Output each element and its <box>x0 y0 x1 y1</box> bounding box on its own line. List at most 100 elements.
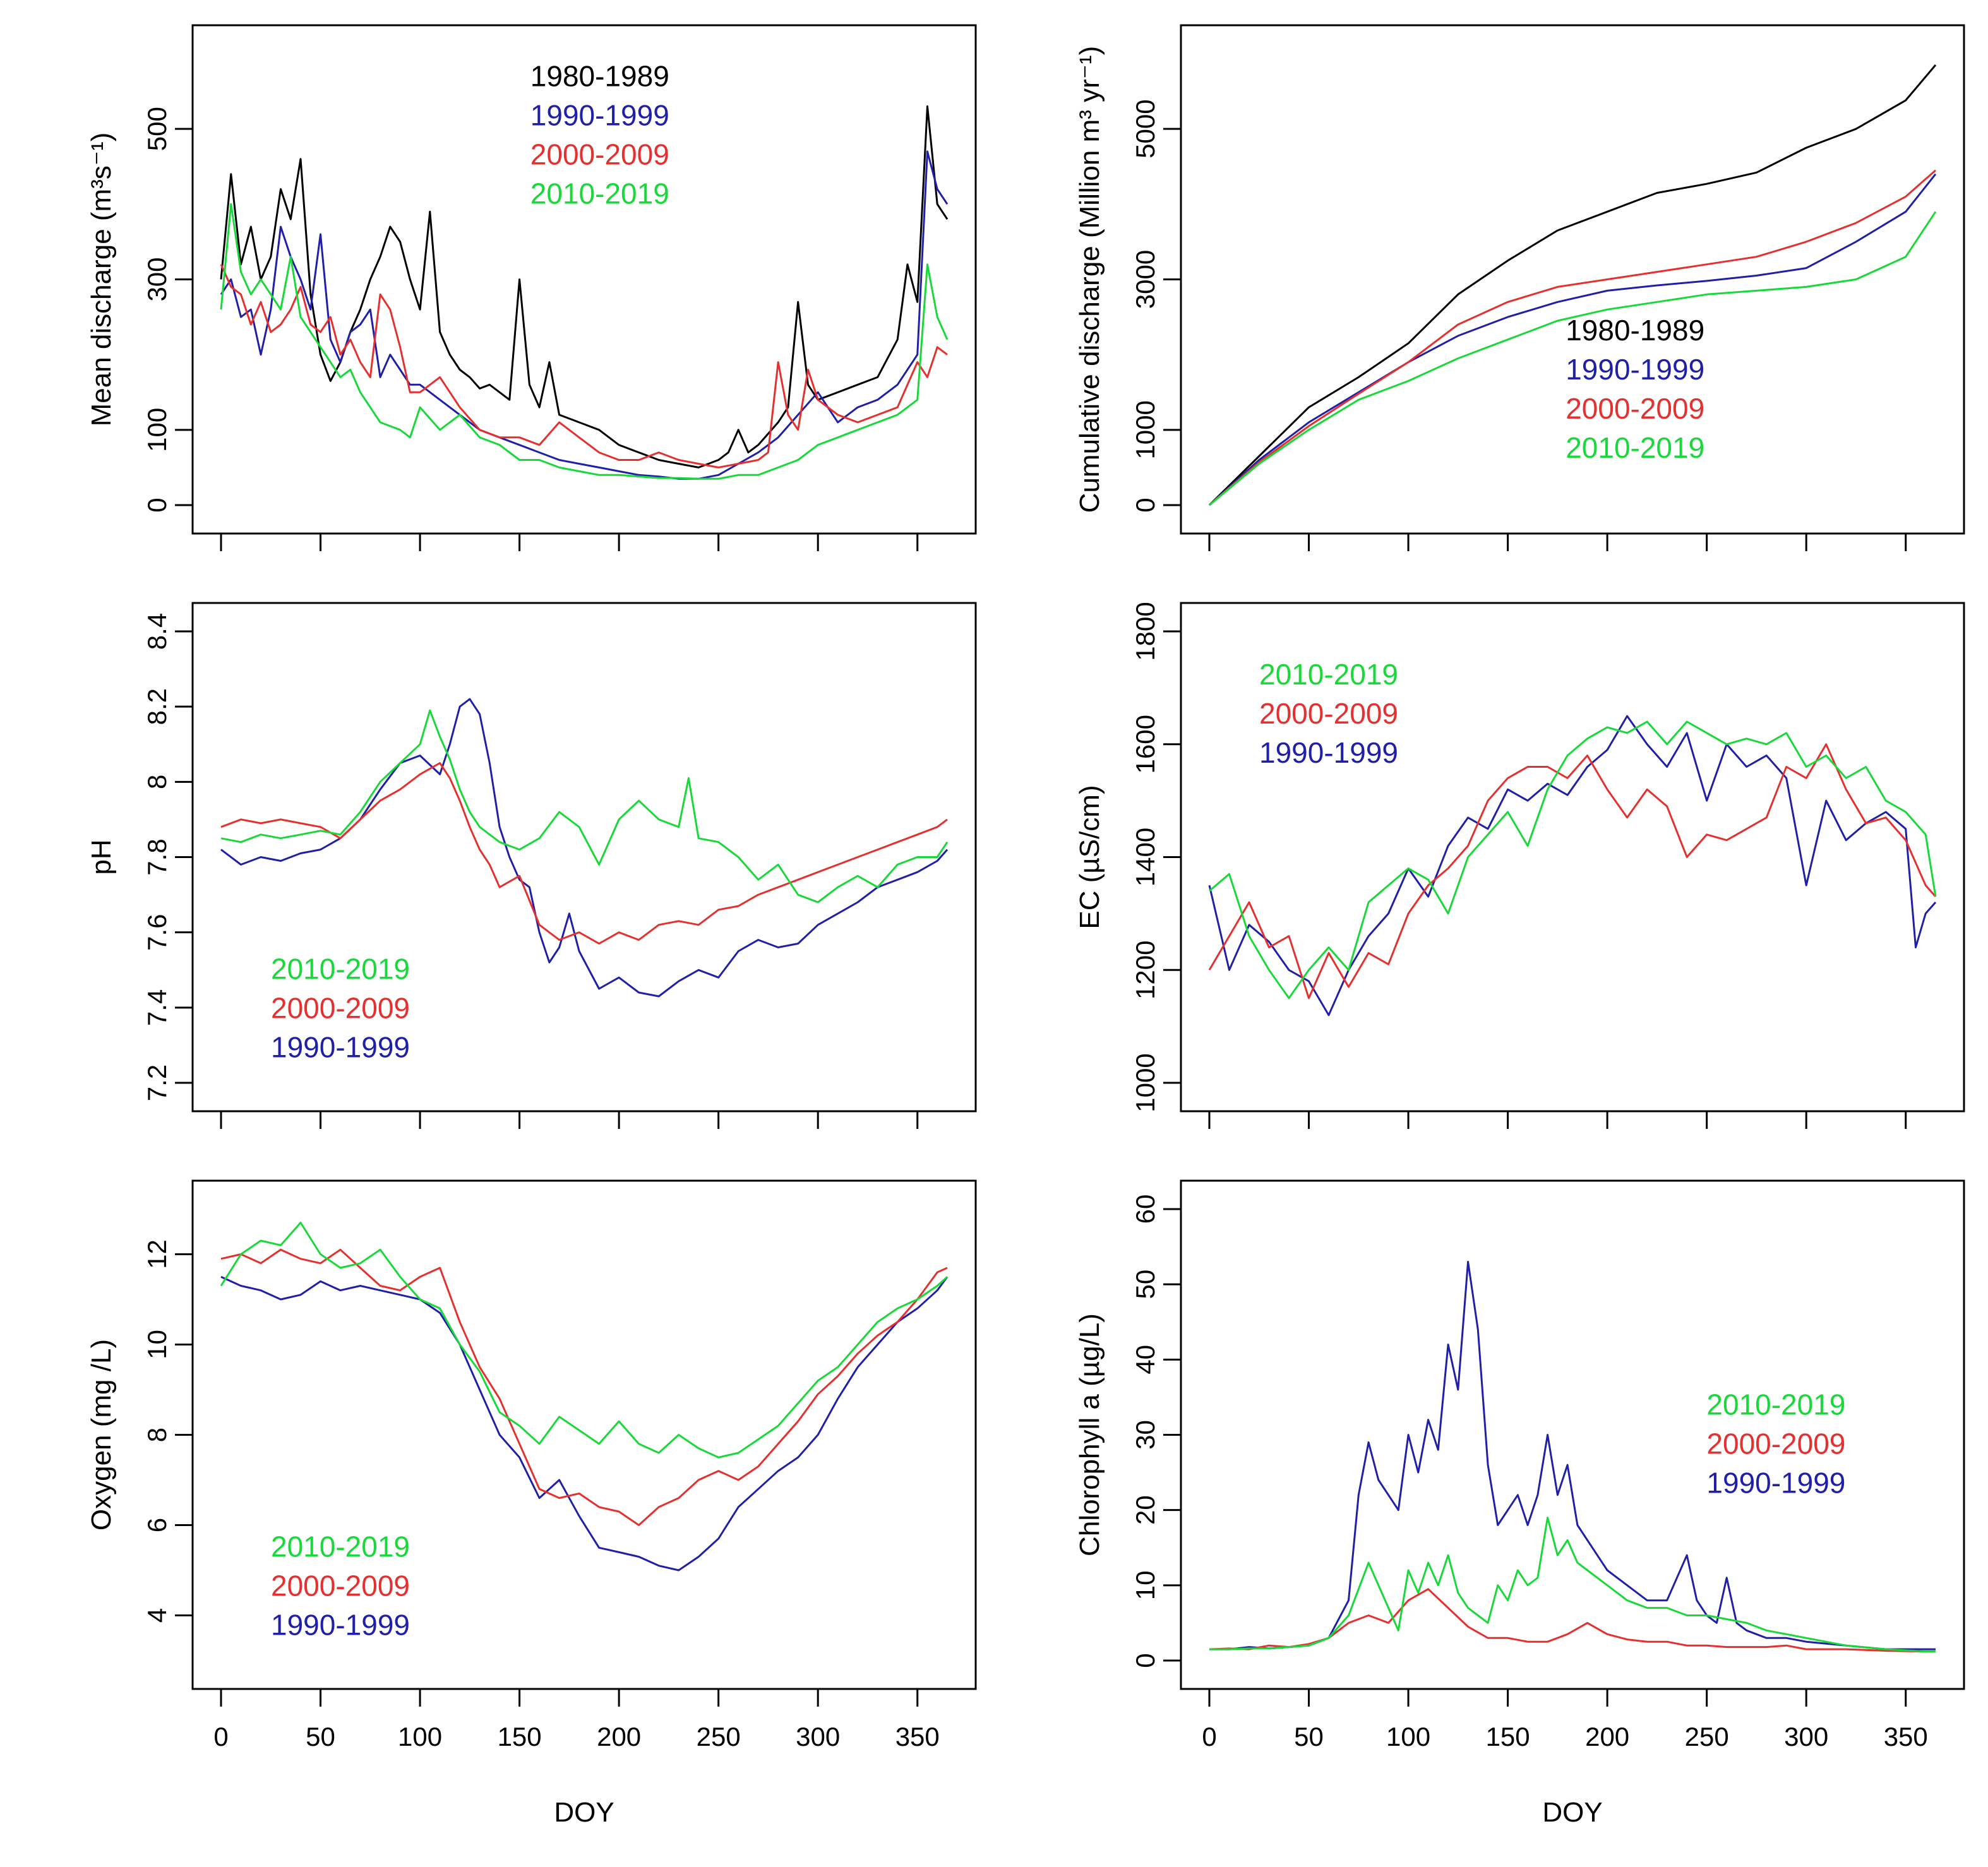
y-axis-label: pH <box>86 839 117 874</box>
panel-mean-discharge: 0 100 300 500 Mean discharge (m³s⁻¹) 1980-198… <box>86 24 977 551</box>
y-tick-label: 10 <box>142 1330 172 1359</box>
series-line-2000-2009 <box>1208 743 1937 999</box>
legend-entry: 1990-1999 <box>530 99 669 132</box>
legend-entry: 1990-1999 <box>271 1031 410 1064</box>
legend-entry: 2000-2009 <box>271 1570 410 1602</box>
series-line-1980-1989 <box>220 105 949 468</box>
series-line-1990-1999 <box>220 698 949 998</box>
y-tick-label: 40 <box>1130 1345 1160 1375</box>
y-tick-label: 6 <box>142 1518 172 1532</box>
legend-entry: 2010-2019 <box>1706 1388 1845 1421</box>
legend-entry: 2000-2009 <box>271 992 410 1025</box>
x-tick-label: 150 <box>1486 1722 1530 1751</box>
plot-frame <box>1180 1179 1965 1690</box>
y-tick-label: 500 <box>142 107 172 151</box>
y-tick-label: 8 <box>142 775 172 789</box>
x-tick-label: 250 <box>697 1722 741 1751</box>
series-line-2000-2009 <box>220 1248 948 1526</box>
legend-entry: 2010-2019 <box>530 177 669 210</box>
legend-entry: 2000-2009 <box>1706 1427 1845 1460</box>
y-tick-label: 30 <box>1130 1420 1160 1450</box>
y-tick-label: 50 <box>1130 1270 1160 1299</box>
legend-entry: 1990-1999 <box>1259 736 1398 769</box>
y-tick-label: 7.8 <box>142 838 172 875</box>
legend-entry: 1990-1999 <box>271 1609 410 1642</box>
y-tick-label: 0 <box>1130 1653 1160 1667</box>
series-line-1990-1999 <box>1209 1260 1936 1650</box>
panel-ph: 7.2 7.4 7.6 7.8 8 8.2 8.4 pH 2010-2019 2000-2009 1… <box>86 602 977 1129</box>
series-line-2010-2019 <box>1209 211 1937 506</box>
x-tick-label: 50 <box>1294 1722 1324 1751</box>
panel-oxygen: 4 6 8 10 12 0 50 100 150 200 250 300 350 Oxygen (mg /… <box>86 1179 977 1828</box>
y-tick-label: 0 <box>142 498 172 512</box>
x-tick-label: 100 <box>1386 1722 1430 1751</box>
y-axis-label: Chlorophyll a (µg/L) <box>1074 1313 1105 1556</box>
x-tick-label: 50 <box>306 1722 335 1751</box>
x-tick-label: 350 <box>895 1722 940 1751</box>
x-tick-label: 350 <box>1884 1722 1928 1751</box>
y-tick-label: 1000 <box>1130 400 1160 459</box>
legend-entry: 2000-2009 <box>530 138 669 171</box>
x-tick-label: 150 <box>498 1722 542 1751</box>
series-line-2010-2019 <box>220 203 949 480</box>
y-tick-label: 300 <box>142 257 172 301</box>
y-tick-label: 1400 <box>1130 828 1160 886</box>
y-tick-label: 8.2 <box>142 688 172 725</box>
legend-entry: 2010-2019 <box>1259 658 1398 691</box>
panel-ec: 1000 1200 1400 1600 1800 EC (µS/cm) 2010-2019 2… <box>1074 602 1965 1129</box>
y-tick-label: 10 <box>1130 1570 1160 1600</box>
legend-entry: 2010-2019 <box>271 1530 410 1563</box>
series-line-1990-1999 <box>1208 715 1937 1017</box>
series-line-1990-1999 <box>1208 173 1937 506</box>
legend-entry: 1990-1999 <box>1566 353 1704 386</box>
series-line-1990-1999 <box>220 1275 949 1572</box>
x-tick-label: 0 <box>213 1722 228 1751</box>
x-tick-label: 200 <box>1585 1722 1629 1751</box>
y-tick-label: 7.2 <box>142 1065 172 1101</box>
y-tick-label: 7.4 <box>142 989 172 1026</box>
x-tick-label: 300 <box>1784 1722 1828 1751</box>
y-axis-label: Mean discharge (m³s⁻¹) <box>86 133 117 427</box>
y-tick-label: 1600 <box>1130 715 1160 773</box>
series-line-2010-2019 <box>220 1222 949 1458</box>
y-tick-label: 3000 <box>1130 250 1160 309</box>
y-axis-label: Cumulative discharge (Million m³ yr⁻¹) <box>1074 46 1105 513</box>
series-line-1980-1989 <box>1208 64 1937 506</box>
y-tick-label: 100 <box>142 408 172 452</box>
series-line-2000-2009 <box>220 762 948 945</box>
y-tick-label: 4 <box>142 1608 172 1623</box>
y-tick-label: 1800 <box>1130 602 1160 660</box>
panel-chlorophyll: 0 10 20 30 40 50 60 0 50 100 150 200 250 300 350 Chloro… <box>1074 1179 1965 1828</box>
legend-entry: 2010-2019 <box>271 953 410 986</box>
y-tick-label: 1000 <box>1130 1053 1160 1112</box>
legend-entry: 1980-1989 <box>530 60 669 93</box>
x-axis-label: DOY <box>1542 1797 1602 1828</box>
legend-entry: 1990-1999 <box>1706 1466 1845 1499</box>
x-tick-label: 100 <box>398 1722 442 1751</box>
y-axis-label: EC (µS/cm) <box>1074 785 1105 929</box>
legend-entry: 2010-2019 <box>1566 431 1704 464</box>
y-tick-label: 0 <box>1130 498 1160 512</box>
series-line-2010-2019 <box>1209 720 1937 999</box>
x-tick-label: 200 <box>597 1722 641 1751</box>
y-tick-label: 8 <box>142 1428 172 1442</box>
legend-entry: 2000-2009 <box>1566 392 1704 425</box>
x-tick-label: 0 <box>1202 1722 1216 1751</box>
x-axis-label: DOY <box>554 1797 614 1828</box>
legend-entry: 1980-1989 <box>1566 314 1704 347</box>
y-tick-label: 1200 <box>1130 941 1160 999</box>
x-tick-label: 250 <box>1685 1722 1729 1751</box>
panel-cumulative-discharge: 0 1000 3000 5000 Cumulative discharge (Milli… <box>1074 24 1965 551</box>
y-tick-label: 20 <box>1130 1495 1160 1525</box>
legend-entry: 2000-2009 <box>1259 697 1398 730</box>
y-tick-label: 8.4 <box>142 613 172 650</box>
series-line-2010-2019 <box>1209 1517 1936 1653</box>
y-axis-label: Oxygen (mg /L) <box>86 1339 117 1530</box>
series-line-2000-2009 <box>1209 169 1936 506</box>
y-tick-label: 7.6 <box>142 914 172 950</box>
y-tick-label: 5000 <box>1130 99 1160 158</box>
x-tick-label: 300 <box>796 1722 840 1751</box>
series-line-2000-2009 <box>220 264 948 468</box>
y-tick-label: 60 <box>1130 1195 1160 1224</box>
